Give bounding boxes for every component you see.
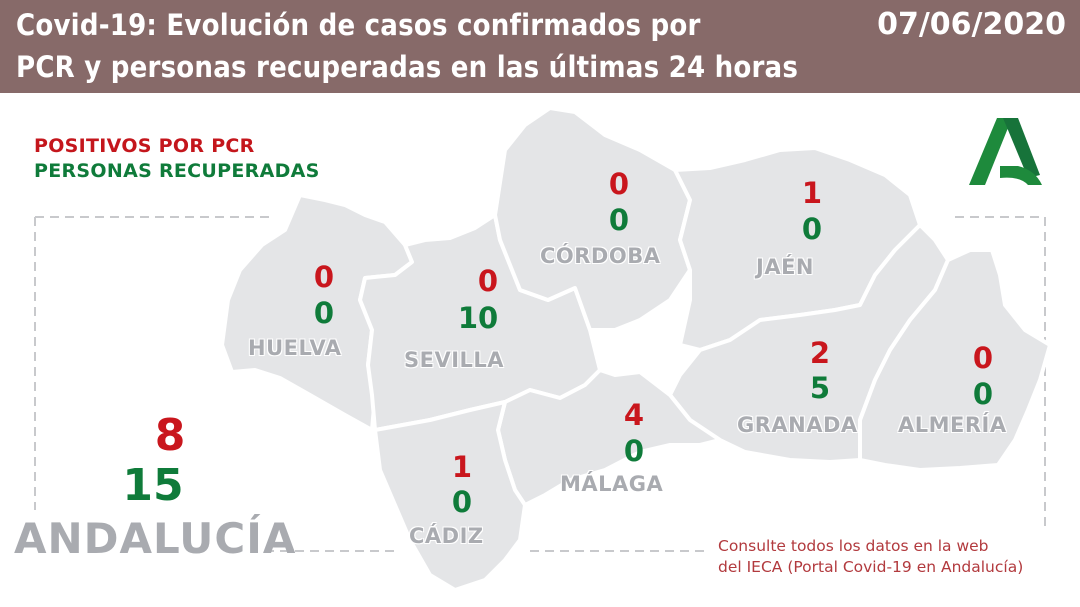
cadiz-positives: 1 — [451, 450, 473, 484]
legend-recovered: PERSONAS RECUPERADAS — [34, 160, 320, 182]
sevilla-label: SEVILLA — [404, 348, 505, 372]
jaen-label: JAÉN — [756, 255, 814, 279]
cadiz-label: CÁDIZ — [409, 524, 484, 548]
huelva-positives: 0 — [313, 260, 335, 294]
sevilla-recovered: 10 — [457, 301, 499, 335]
province-cadiz — [373, 400, 527, 592]
header-banner: Covid-19: Evolución de casos confirmados… — [0, 0, 1080, 93]
footnote-line-1: Consulte todos los datos en la web — [718, 537, 989, 555]
cordoba-label: CÓRDOBA — [540, 244, 661, 268]
report-date: 07/06/2020 — [877, 7, 1066, 42]
province-almeria — [858, 248, 1052, 472]
malaga-recovered: 0 — [623, 434, 645, 468]
cordoba-positives: 0 — [608, 167, 630, 201]
almeria-recovered: 0 — [972, 377, 994, 411]
legend-positives: POSITIVOS POR PCR — [34, 135, 255, 157]
huelva-recovered: 0 — [313, 296, 335, 330]
dashed-frame — [34, 216, 1046, 552]
title-line-1: Covid-19: Evolución de casos confirmados… — [16, 8, 701, 42]
malaga-label: MÁLAGA — [560, 472, 664, 496]
cadiz-recovered: 0 — [451, 485, 473, 519]
total-positives: 8 — [154, 410, 186, 461]
page-title: Covid-19: Evolución de casos confirmados… — [16, 4, 798, 88]
jaen-positives: 1 — [801, 176, 823, 210]
cordoba-recovered: 0 — [608, 203, 630, 237]
footnote-line-2: del IECA (Portal Covid-19 en Andalucía) — [718, 558, 1024, 576]
jaen-recovered: 0 — [801, 212, 823, 246]
footnote: Consulte todos los datos en la web del I… — [718, 536, 1023, 578]
junta-de-andalucia-logo-icon — [969, 118, 1042, 185]
granada-recovered: 5 — [809, 371, 831, 405]
region-name: ANDALUCÍA — [14, 514, 297, 563]
title-line-2: PCR y personas recuperadas en las última… — [16, 50, 799, 84]
total-recovered: 15 — [122, 460, 184, 511]
huelva-label: HUELVA — [248, 336, 342, 360]
malaga-positives: 4 — [623, 398, 645, 432]
granada-label: GRANADA — [737, 413, 858, 437]
almeria-label: ALMERÍA — [898, 413, 1007, 437]
sevilla-positives: 0 — [477, 264, 499, 298]
almeria-positives: 0 — [972, 341, 994, 375]
legend: POSITIVOS POR PCR PERSONAS RECUPERADAS — [34, 134, 320, 184]
granada-positives: 2 — [809, 336, 831, 370]
